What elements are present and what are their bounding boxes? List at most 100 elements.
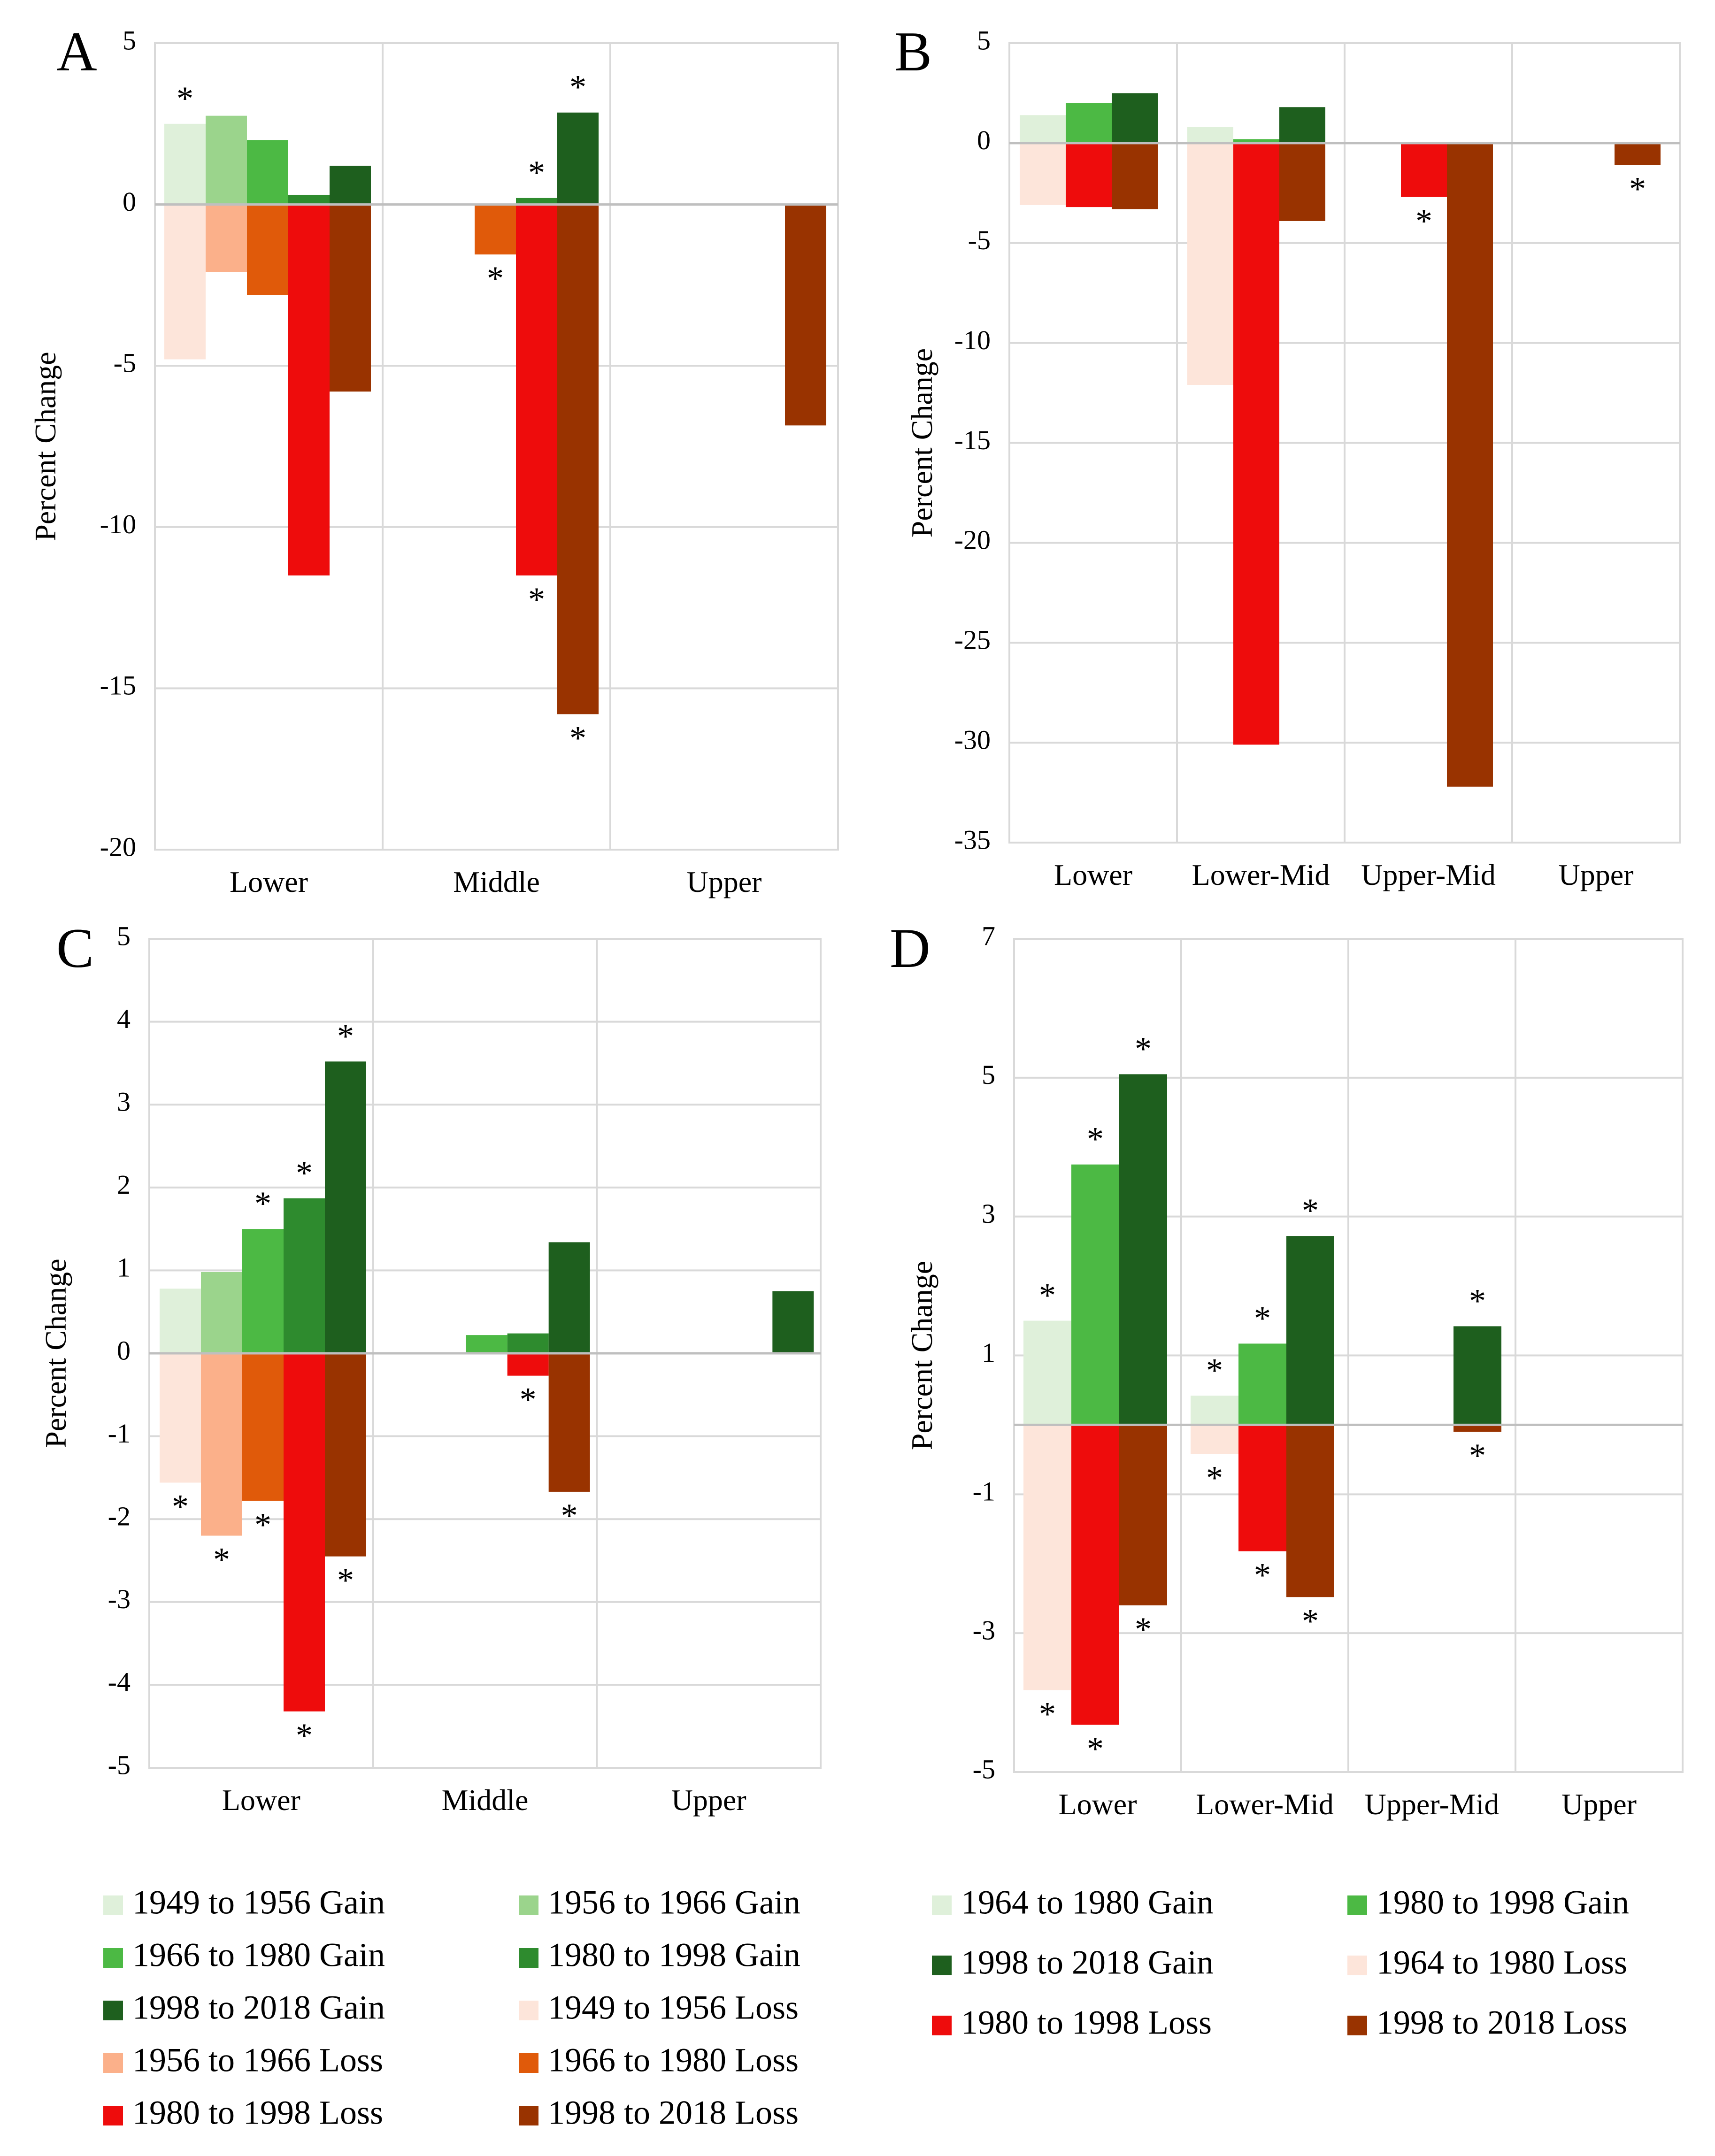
- y-tick-label: 5: [123, 25, 136, 55]
- bar-c: [548, 1353, 590, 1492]
- legend-swatch: [519, 1895, 538, 1915]
- legend: 1964 to 1980 Gain 1980 to 1998 Gain 1998 t…: [932, 1884, 1629, 2041]
- y-tick-label: -15: [100, 670, 136, 701]
- bar-b: [1020, 143, 1066, 205]
- x-category-label: Upper: [1559, 858, 1634, 891]
- significance-star: *: [1469, 1282, 1486, 1320]
- x-category-label: Lower: [1058, 1788, 1137, 1821]
- bar-a: [557, 204, 599, 714]
- y-tick-label: -5: [973, 1754, 995, 1784]
- y-tick-label: 1: [982, 1337, 995, 1368]
- bar-c: [548, 1242, 590, 1353]
- significance-star: *: [1254, 1299, 1271, 1337]
- y-tick-label: -30: [954, 724, 991, 755]
- legend-swatch: [519, 2053, 538, 2073]
- bar-b: [1279, 143, 1325, 221]
- y-axis-label: Percent Change: [905, 348, 938, 537]
- bar-d: [1454, 1425, 1501, 1432]
- panel-label: D: [890, 917, 931, 979]
- legend-swatch: [103, 1895, 123, 1915]
- significance-star: *: [1039, 1277, 1056, 1314]
- y-tick-label: 1: [117, 1252, 131, 1283]
- legend-swatch: [1347, 2016, 1367, 2035]
- bar-b: [1615, 143, 1661, 165]
- x-category-label: Middle: [453, 865, 540, 898]
- legend-label: 1980 to 1998 Gain: [1377, 1884, 1629, 1921]
- bar-b: [1112, 93, 1158, 143]
- bar-c: [284, 1198, 325, 1353]
- significance-star: *: [528, 154, 545, 192]
- bar-d: [1454, 1326, 1501, 1425]
- significance-star: *: [296, 1717, 313, 1754]
- bar-c: [284, 1353, 325, 1711]
- y-tick-label: -20: [100, 831, 136, 862]
- bar-a: [206, 204, 247, 272]
- bar-d: [1286, 1425, 1334, 1597]
- legend-swatch: [1347, 1895, 1367, 1915]
- significance-star: *: [296, 1154, 313, 1192]
- bar-c: [160, 1289, 201, 1353]
- x-category-label: Upper: [1561, 1788, 1637, 1821]
- legend-swatch: [932, 2016, 952, 2035]
- significance-star: *: [172, 1488, 189, 1525]
- significance-star: *: [487, 260, 504, 297]
- significance-star: *: [1254, 1557, 1271, 1594]
- bar-a: [247, 140, 288, 205]
- y-tick-label: 5: [117, 921, 131, 951]
- y-tick-label: -35: [954, 824, 991, 855]
- y-tick-label: 0: [123, 186, 136, 217]
- y-axis-label: Percent Change: [905, 1261, 938, 1450]
- bar-b: [1447, 143, 1493, 787]
- significance-star: *: [1629, 170, 1646, 208]
- bar-c: [201, 1353, 242, 1536]
- panel-c: 5 4 3 2 1 0 -1 -2 -3 -4 -5 Lower Middle Upper * * * * * * * *…: [39, 917, 822, 1817]
- legend-label: 1998 to 2018 Loss: [1377, 2004, 1627, 2041]
- bar-c: [772, 1291, 814, 1353]
- bar-a: [164, 204, 206, 360]
- bar-d: [1023, 1320, 1071, 1425]
- bar-d: [1071, 1164, 1119, 1425]
- y-tick-label: 5: [982, 1059, 995, 1090]
- bar-d: [1238, 1343, 1286, 1425]
- significance-star: *: [1469, 1437, 1486, 1474]
- significance-star: *: [337, 1017, 354, 1055]
- y-tick-label: -15: [954, 425, 991, 455]
- y-tick-label: -5: [114, 348, 136, 378]
- significance-star: *: [561, 1497, 578, 1535]
- x-category-label: Upper: [687, 865, 762, 898]
- bar-d: [1119, 1425, 1167, 1605]
- legend-label: 1949 to 1956 Loss: [548, 1989, 799, 2026]
- legend-label: 1998 to 2018 Gain: [132, 1989, 385, 2026]
- significance-star: *: [1039, 1695, 1056, 1733]
- y-tick-label: 2: [117, 1169, 131, 1200]
- bar-c: [507, 1333, 549, 1353]
- bar-c: [242, 1229, 284, 1353]
- bar-c: [466, 1335, 508, 1353]
- y-tick-label: -10: [954, 325, 991, 355]
- legend-swatch: [103, 2001, 123, 2020]
- bar-a: [557, 112, 599, 205]
- y-tick-label: 0: [977, 125, 991, 155]
- x-category-label: Upper-Mid: [1361, 858, 1496, 891]
- legend-label: 1980 to 1998 Loss: [132, 2094, 383, 2132]
- bar-b: [1020, 115, 1066, 143]
- bar-a: [164, 123, 206, 205]
- bar-a: [247, 204, 288, 295]
- x-category-label: Lower: [1054, 858, 1132, 891]
- bar-c: [325, 1061, 366, 1353]
- significance-star: *: [1302, 1192, 1319, 1229]
- y-axis-label: Percent Change: [29, 352, 62, 541]
- bar-c: [325, 1353, 366, 1557]
- significance-star: *: [1135, 1611, 1152, 1648]
- x-category-label: Lower: [222, 1783, 300, 1817]
- bar-a: [516, 204, 557, 575]
- panel-label: B: [894, 20, 932, 83]
- panel-a: 5 0 -5 -10 -15 -20 Lower Middle Upper * * * * * * Perce…: [29, 20, 839, 898]
- y-tick-label: -5: [108, 1749, 131, 1780]
- bar-b: [1112, 143, 1158, 209]
- significance-star: *: [1087, 1120, 1104, 1158]
- x-category-label: Lower: [230, 865, 308, 898]
- panel-d: 7 5 3 1 -1 -3 -5 Lower Lower-Mid Upper-Mid Upper * *…: [890, 917, 1684, 1821]
- legend-swatch: [103, 2053, 123, 2073]
- panel-b: 5 0 -5 -10 -15 -20 -25 -30 -35 Lower Lower-Mid Uppe…: [894, 20, 1681, 891]
